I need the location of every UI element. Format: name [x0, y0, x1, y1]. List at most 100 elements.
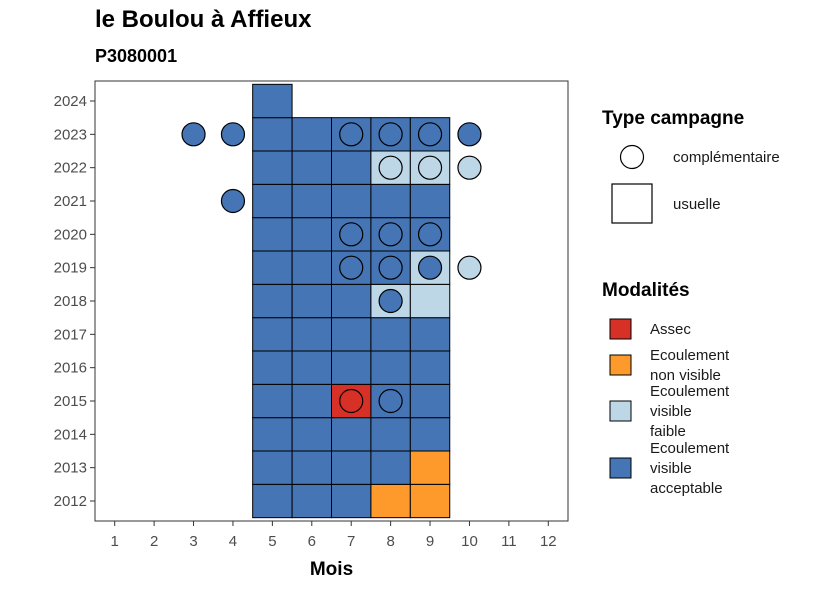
usuelle-cell-2018-9 — [409, 283, 451, 319]
complementaire-points — [181, 122, 482, 414]
complementaire-point-2020-8 — [378, 222, 403, 247]
usuelle-cell-2015-9 — [409, 383, 451, 419]
y-tick-label-2018: 2018 — [54, 293, 87, 310]
legend-modalites-title: Modalités — [602, 280, 690, 301]
y-tick-label-2016: 2016 — [54, 360, 87, 377]
legend-assec-key — [609, 318, 632, 340]
usuelle-cell-2012-8 — [370, 483, 411, 519]
usuelle-cell-2019-6 — [291, 250, 333, 285]
usuelle-cell-2017-6 — [291, 317, 333, 352]
legend-campagne: Type campagne complémentaire usuelle — [602, 108, 780, 224]
complementaire-point-2023-4 — [220, 122, 246, 147]
usuelle-cell-2023-6 — [291, 117, 333, 152]
complementaire-point-2020-9 — [417, 222, 443, 247]
usuelle-cell-2013-7 — [331, 450, 372, 485]
y-axis: 2012 2013 2014 2015 2016 2017 2018 2019 2020 2021… — [54, 93, 95, 510]
legend-faible-label: Ecoulement visible faible — [650, 383, 730, 440]
complementaire-point-2019-9 — [417, 255, 443, 280]
legend-campagne-title: Type campagne — [602, 108, 744, 129]
usuelle-cell-2017-7 — [331, 317, 372, 352]
usuelle-cell-2023-5 — [252, 117, 293, 152]
usuelle-cell-2021-7 — [331, 183, 372, 219]
x-tick-label-9: 9 — [426, 533, 434, 550]
x-tick-label-8: 8 — [386, 533, 394, 550]
usuelle-cell-2014-9 — [409, 417, 451, 452]
complementaire-point-2023-10 — [457, 122, 482, 147]
x-tick-label-1: 1 — [111, 533, 119, 550]
legend-nonvis-label: Ecoulement non visible — [650, 347, 730, 384]
usuelle-cell-2020-6 — [291, 217, 333, 252]
complementaire-point-2019-10 — [457, 255, 482, 280]
y-tick-label-2020: 2020 — [54, 226, 87, 243]
usuelle-cell-2016-9 — [409, 350, 451, 385]
usuelle-cell-2012-6 — [291, 483, 333, 519]
x-tick-label-12: 12 — [540, 533, 557, 550]
usuelle-cell-2024-5 — [252, 83, 293, 119]
y-tick-label-2017: 2017 — [54, 326, 87, 343]
usuelle-cell-2020-5 — [252, 217, 293, 252]
x-tick-label-3: 3 — [189, 533, 197, 550]
y-tick-label-2013: 2013 — [54, 460, 87, 477]
usuelle-cell-2021-6 — [291, 183, 333, 219]
usuelle-cell-2013-5 — [252, 450, 293, 485]
x-tick-label-6: 6 — [308, 533, 316, 550]
legend-nonvis-key — [609, 354, 632, 376]
y-tick-label-2022: 2022 — [54, 160, 87, 177]
complementaire-point-2022-10 — [457, 155, 482, 180]
usuelle-cell-2014-6 — [291, 417, 333, 452]
complementaire-point-2019-7 — [339, 255, 364, 280]
y-tick-label-2012: 2012 — [54, 493, 87, 510]
legend-usuelle-key — [611, 183, 653, 224]
usuelle-cell-2012-7 — [331, 483, 372, 519]
y-tick-label-2019: 2019 — [54, 260, 87, 277]
usuelle-cell-2019-5 — [252, 250, 293, 285]
usuelle-cell-2014-8 — [370, 417, 411, 452]
x-tick-label-2: 2 — [150, 533, 158, 550]
usuelle-cell-2022-6 — [291, 150, 333, 185]
usuelle-cell-2021-8 — [370, 183, 411, 219]
y-tick-label-2024: 2024 — [54, 93, 87, 110]
y-tick-label-2021: 2021 — [54, 193, 87, 210]
usuelle-cell-2022-5 — [252, 150, 293, 185]
x-tick-label-10: 10 — [461, 533, 478, 550]
legend-complementaire-key — [619, 144, 645, 170]
x-axis-title: Mois — [310, 559, 353, 580]
complementaire-point-2023-7 — [339, 122, 364, 147]
x-axis: 1 2 3 4 5 6 7 8 9 10 11 12 — [111, 521, 557, 550]
usuelle-cell-2015-6 — [291, 383, 333, 419]
x-tick-label-11: 11 — [501, 533, 517, 550]
complementaire-point-2023-8 — [378, 122, 403, 147]
usuelle-cell-2016-8 — [370, 350, 411, 385]
y-tick-label-2015: 2015 — [54, 393, 87, 410]
legend-complementaire-label: complémentaire — [673, 149, 780, 166]
legend-faible-key — [609, 400, 632, 422]
complementaire-point-2020-7 — [339, 222, 364, 247]
legend-assec-label: Assec — [650, 321, 691, 338]
y-tick-label-2014: 2014 — [54, 426, 87, 443]
usuelle-cells — [252, 83, 451, 519]
legend-usuelle-label: usuelle — [673, 196, 721, 213]
complementaire-point-2022-8 — [378, 155, 403, 180]
y-tick-label-2023: 2023 — [54, 126, 87, 143]
usuelle-cell-2012-5 — [252, 483, 293, 519]
usuelle-cell-2016-6 — [291, 350, 333, 385]
complementaire-point-2015-8 — [378, 388, 403, 414]
usuelle-cell-2017-8 — [370, 317, 411, 352]
complementaire-point-2018-8 — [378, 288, 403, 314]
usuelle-cell-2021-9 — [409, 183, 451, 219]
complementaire-point-2023-3 — [181, 122, 206, 147]
usuelle-cell-2021-5 — [252, 183, 293, 219]
complementaire-point-2019-8 — [378, 255, 403, 280]
usuelle-cell-2015-5 — [252, 383, 293, 419]
usuelle-cell-2016-7 — [331, 350, 372, 385]
x-tick-label-7: 7 — [347, 533, 355, 550]
legend-accept-label: Ecoulement visible acceptable — [650, 440, 730, 497]
usuelle-cell-2014-5 — [252, 417, 293, 452]
legend-accept-key — [609, 457, 632, 479]
usuelle-cell-2018-6 — [291, 283, 333, 319]
usuelle-cell-2018-7 — [331, 283, 372, 319]
usuelle-cell-2017-9 — [409, 317, 451, 352]
x-tick-label-4: 4 — [229, 533, 237, 550]
